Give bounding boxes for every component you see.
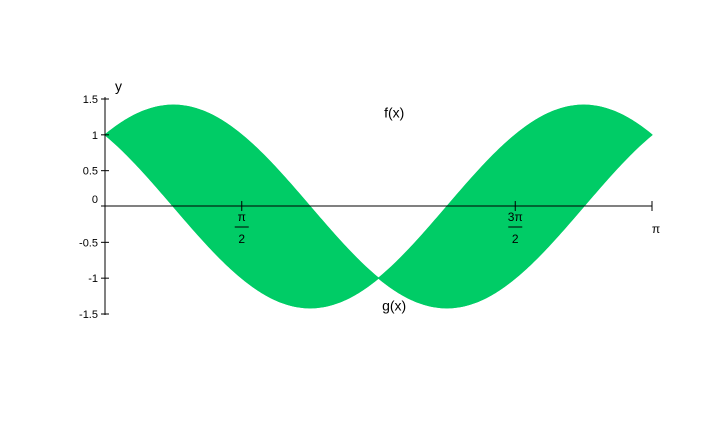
x-tick-label-numerator: 3π: [508, 210, 523, 224]
y-tick-label: -1: [88, 273, 98, 285]
series-line-g: [104, 104, 653, 309]
fill-layer: [104, 104, 653, 309]
y-tick-label: 0: [92, 194, 98, 206]
axes-layer: [101, 97, 653, 315]
x-tick-label: π: [652, 222, 660, 236]
curve-label-f: f(x): [384, 104, 404, 120]
x-tick-label-denominator: 2: [512, 232, 519, 246]
x-tick-label-denominator: 2: [238, 232, 245, 246]
y-tick-label: -1.5: [79, 309, 98, 321]
curve-label-g: g(x): [382, 298, 406, 314]
x-tick-label-numerator: π: [238, 210, 246, 224]
y-tick-label: 1: [92, 130, 98, 142]
y-tick-label: 0.5: [83, 166, 98, 178]
y-tick-label: -0.5: [79, 237, 98, 249]
y-tick-label: 1.5: [83, 94, 98, 106]
y-axis-label: y: [115, 78, 122, 94]
labels-layer: 1.5 1 0.5 0 -0.5 -1 -1.5 π 2 3π 2 π y f(x) g(x): [79, 78, 660, 321]
